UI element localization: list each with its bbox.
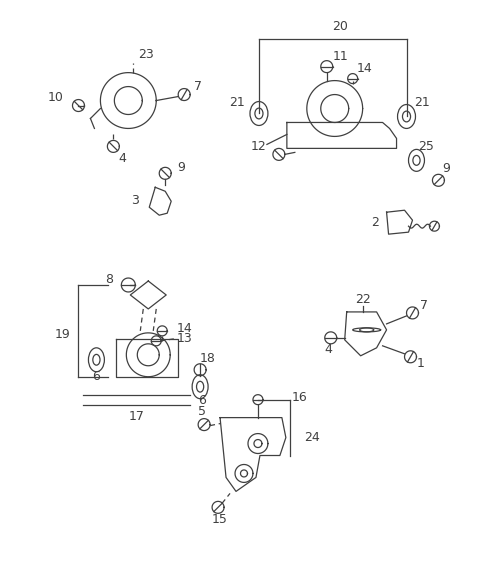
Text: 21: 21 [229,96,245,109]
Text: 15: 15 [212,513,228,526]
Text: 6: 6 [93,370,100,384]
Text: 24: 24 [304,431,320,444]
Text: 1: 1 [417,357,424,370]
Text: 20: 20 [332,20,348,33]
Text: 23: 23 [138,48,154,61]
Text: 25: 25 [419,140,434,153]
Text: 14: 14 [357,62,372,75]
Text: 8: 8 [106,273,113,286]
Text: 10: 10 [48,91,63,104]
Text: 21: 21 [415,96,430,109]
Text: 9: 9 [177,161,185,174]
Text: 4: 4 [119,152,126,165]
Text: 2: 2 [371,216,379,229]
Text: 17: 17 [128,410,144,423]
Text: 4: 4 [325,343,333,356]
Text: 11: 11 [333,50,348,63]
Text: 18: 18 [200,352,216,365]
Text: 5: 5 [198,405,206,418]
Text: 7: 7 [194,80,202,93]
Text: 12: 12 [251,140,267,153]
Text: 22: 22 [355,294,371,307]
Text: 19: 19 [55,328,71,341]
Text: 7: 7 [420,299,429,312]
Text: 9: 9 [443,162,450,175]
Text: 13: 13 [176,332,192,345]
Text: 3: 3 [132,194,139,207]
Text: 16: 16 [292,391,308,404]
Text: 6: 6 [198,394,206,407]
Text: 14: 14 [176,323,192,335]
